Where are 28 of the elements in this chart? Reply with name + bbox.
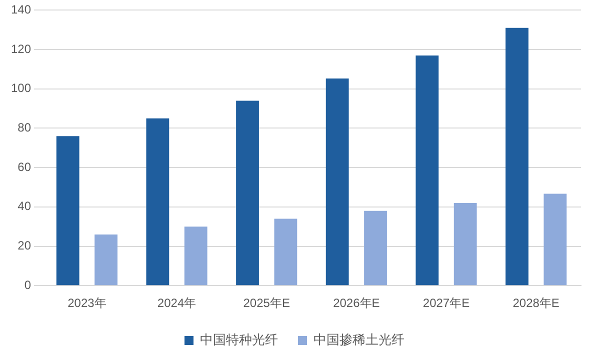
legend-label: 中国特种光纤	[200, 332, 278, 348]
bar	[454, 202, 477, 286]
bar	[506, 28, 528, 286]
y-tick-label: 20	[18, 238, 32, 253]
legend-label: 中国掺稀土光纤	[314, 332, 404, 348]
bar	[184, 226, 208, 286]
y-tick-label: 60	[18, 160, 32, 174]
bar	[94, 234, 118, 286]
bar	[364, 210, 387, 286]
bar	[274, 218, 298, 286]
x-tick-label: 2023年	[68, 296, 106, 310]
bar	[146, 118, 170, 286]
y-tick-label: 140	[10, 2, 32, 17]
bar	[236, 100, 259, 286]
bar	[56, 136, 80, 286]
bar	[544, 194, 567, 286]
bar	[416, 55, 439, 286]
y-tick-label: 100	[10, 81, 32, 96]
y-tick-label: 80	[18, 120, 32, 135]
x-tick-label: 2028年E	[512, 296, 560, 310]
y-tick-label: 120	[10, 42, 32, 56]
x-tick-label: 2027年E	[422, 296, 470, 310]
x-tick-label: 2024年	[157, 296, 196, 310]
x-tick-label: 2025年E	[243, 296, 290, 310]
y-tick-label: 0	[24, 278, 32, 292]
bar	[326, 78, 349, 286]
x-tick-label: 2026年E	[333, 296, 380, 310]
y-tick-label: 40	[18, 199, 32, 214]
